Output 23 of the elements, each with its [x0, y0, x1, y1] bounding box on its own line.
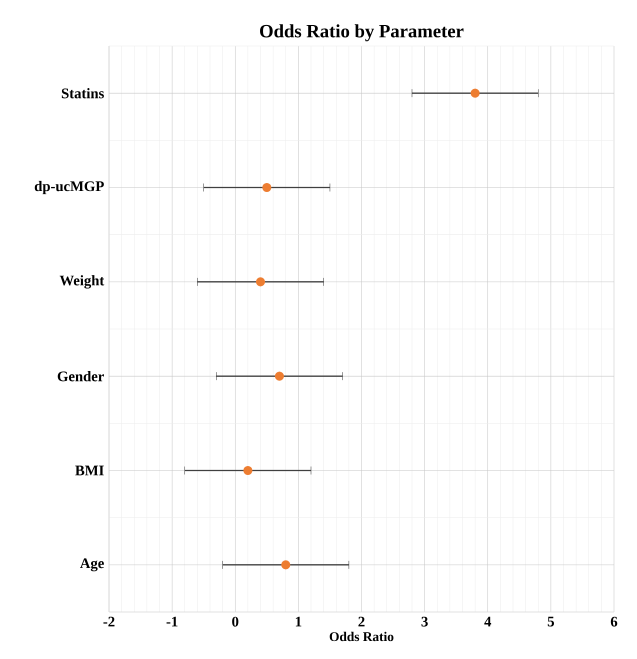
y-tick-label: dp-ucMGP	[34, 180, 104, 194]
chart-title: Odds Ratio by Parameter	[260, 24, 464, 42]
x-axis-title: Odds Ratio	[330, 632, 394, 642]
x-tick-label: 4	[484, 616, 492, 626]
point	[470, 88, 480, 98]
x-tick-label: 1	[296, 616, 302, 626]
point	[256, 277, 266, 286]
x-tick-label: 2	[358, 616, 365, 626]
point	[243, 466, 252, 476]
y-tick-label: Statins	[62, 88, 104, 98]
y-tick-label: Weight	[60, 275, 104, 289]
point	[281, 560, 290, 570]
x-tick-label: 5	[548, 616, 554, 626]
point	[262, 182, 272, 192]
y-tick-label: BMI	[75, 466, 104, 476]
x-tick-label: 3	[422, 616, 428, 627]
x-tick-label: 0	[232, 616, 238, 627]
y-tick-label: Gender	[58, 371, 104, 382]
x-tick-label: 6	[610, 616, 618, 627]
point	[274, 372, 284, 381]
x-tick-label: -2	[103, 616, 114, 626]
x-tick-label: -1	[166, 616, 178, 626]
y-tick-label: Age	[80, 558, 104, 572]
